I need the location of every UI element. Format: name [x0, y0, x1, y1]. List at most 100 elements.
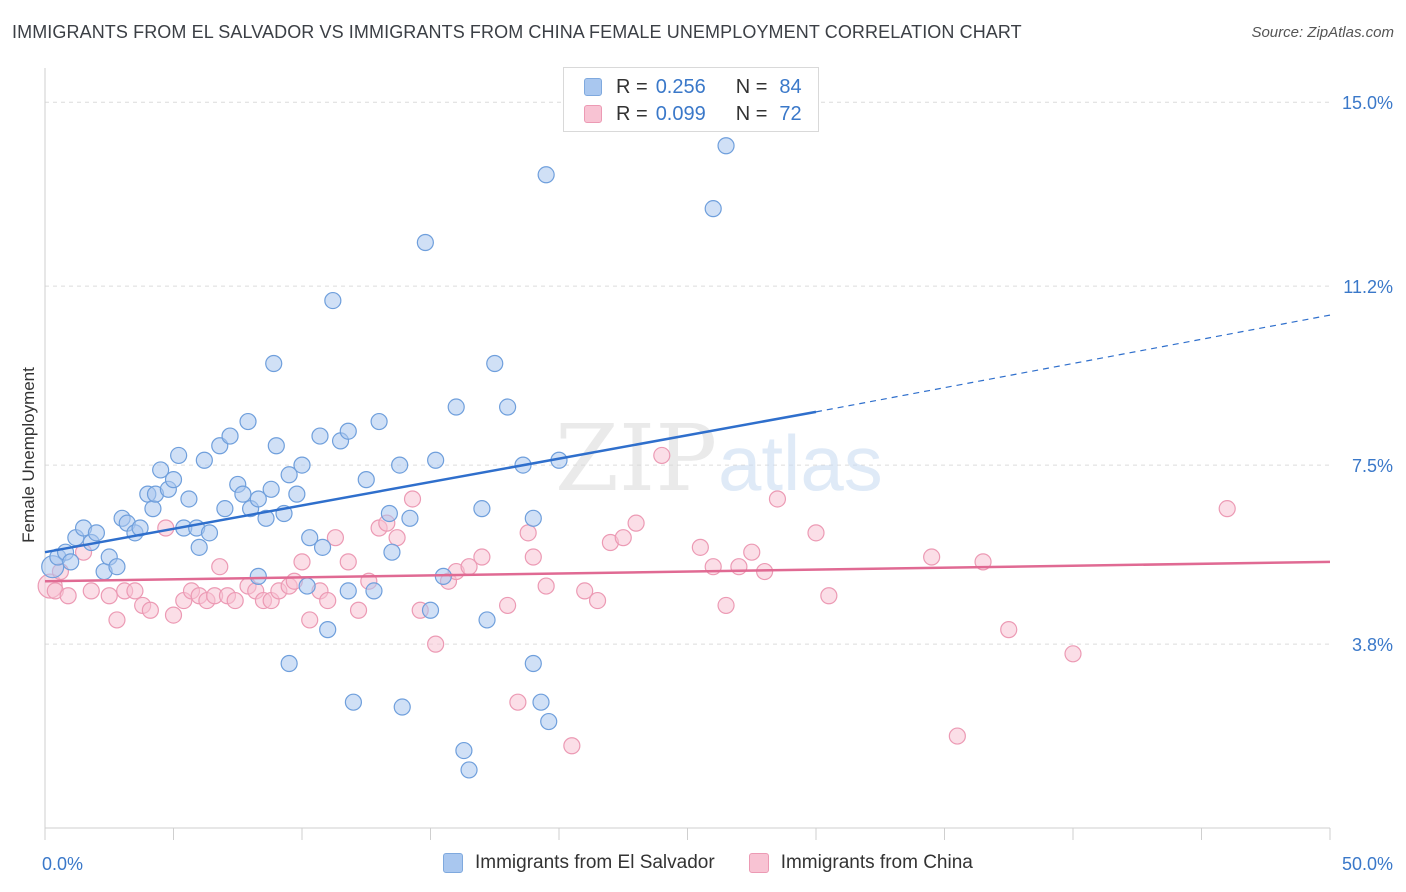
data-point	[280, 654, 298, 673]
data-point	[326, 529, 345, 547]
data-point	[820, 587, 838, 605]
legend-swatch-el-salvador	[443, 853, 463, 873]
data-point	[262, 480, 280, 498]
data-point	[540, 712, 558, 731]
n-label: N =	[735, 102, 768, 125]
data-point	[717, 137, 735, 155]
data-point	[537, 166, 555, 184]
r-value: 0.099	[655, 102, 706, 125]
data-point	[301, 529, 319, 547]
data-point	[319, 621, 337, 639]
watermark: ZIP atlas	[555, 405, 883, 512]
y-tick-label: 7.5%	[1352, 456, 1393, 476]
data-point	[311, 427, 329, 445]
data-point	[768, 490, 787, 508]
data-point	[152, 461, 170, 479]
data-point	[704, 200, 722, 218]
tick-labels: 3.8% 7.5% 11.2% 15.0% 0.0% 50.0%	[42, 93, 1393, 874]
data-point	[730, 558, 748, 576]
legend-item-el-salvador[interactable]: Immigrants from El Salvador	[443, 852, 715, 874]
data-point	[108, 611, 126, 629]
data-point	[460, 761, 478, 779]
data-point	[473, 500, 491, 518]
data-point	[267, 437, 285, 455]
data-point	[427, 451, 445, 469]
r-label: R =	[616, 102, 648, 125]
series-el-salvador-points	[41, 137, 735, 779]
data-point	[349, 601, 368, 619]
data-point	[82, 582, 100, 600]
data-point	[59, 587, 77, 605]
data-point	[141, 601, 159, 619]
data-point	[588, 591, 607, 610]
data-point	[221, 427, 239, 445]
y-tick-label: 15.0%	[1342, 93, 1393, 113]
data-point	[249, 490, 267, 508]
data-point	[190, 538, 208, 556]
data-point	[226, 591, 244, 610]
data-point	[170, 446, 188, 465]
data-point	[519, 524, 537, 542]
n-label: N =	[735, 75, 768, 98]
data-point	[249, 567, 267, 585]
data-point	[62, 553, 80, 571]
data-point	[265, 354, 283, 373]
data-point	[339, 553, 357, 571]
data-point	[691, 538, 709, 556]
data-point	[717, 596, 735, 615]
data-point	[216, 500, 234, 518]
data-point	[239, 412, 257, 431]
data-point	[486, 354, 504, 373]
axes	[44, 68, 1331, 840]
data-point	[614, 529, 632, 547]
data-point	[427, 635, 445, 653]
chart-title: IMMIGRANTS FROM EL SALVADOR VS IMMIGRANT…	[12, 22, 1022, 42]
data-point	[923, 548, 941, 566]
data-point	[280, 466, 298, 484]
legend-item-china[interactable]: Immigrants from China	[748, 852, 973, 874]
data-point	[164, 471, 183, 489]
data-point	[293, 456, 311, 474]
data-point	[339, 422, 357, 440]
legend-row-el-salvador: R = 0.256 N = 84	[584, 74, 802, 100]
data-point	[478, 611, 496, 629]
legend-swatch-china	[584, 105, 602, 123]
data-point	[532, 693, 550, 711]
data-point	[234, 485, 252, 503]
data-point	[393, 698, 411, 716]
data-point	[1000, 621, 1018, 639]
data-point	[1218, 500, 1236, 518]
data-point	[319, 591, 337, 610]
data-point	[195, 451, 213, 469]
data-point	[537, 577, 555, 595]
y-tick-label: 3.8%	[1352, 635, 1393, 655]
data-point	[948, 727, 966, 745]
data-point	[108, 558, 126, 576]
data-point	[370, 412, 388, 431]
data-point	[144, 500, 162, 518]
n-value: 72	[779, 102, 802, 125]
legend-swatch-el-salvador	[584, 78, 602, 96]
data-point	[324, 291, 342, 310]
data-point	[298, 577, 316, 595]
legend-row-china: R = 0.099 N = 72	[584, 101, 802, 127]
data-point	[313, 538, 332, 556]
data-point	[576, 582, 594, 600]
data-point	[200, 524, 219, 542]
data-point	[87, 524, 106, 542]
data-point	[293, 553, 311, 571]
data-point	[807, 524, 825, 542]
data-point	[499, 398, 517, 416]
y-tick-label: 11.2%	[1343, 277, 1393, 297]
grid-lines	[45, 101, 1330, 645]
data-point	[416, 233, 434, 252]
trend-line-el-salvador	[44, 410, 817, 554]
r-value: 0.256	[655, 75, 706, 98]
y-axis-label: Female Unemployment	[19, 367, 38, 543]
watermark-atlas: atlas	[718, 419, 883, 507]
data-point	[421, 601, 440, 619]
legend-label-china: Immigrants from China	[780, 852, 973, 873]
data-point	[447, 398, 465, 416]
data-point	[288, 485, 306, 503]
data-point	[211, 558, 229, 576]
